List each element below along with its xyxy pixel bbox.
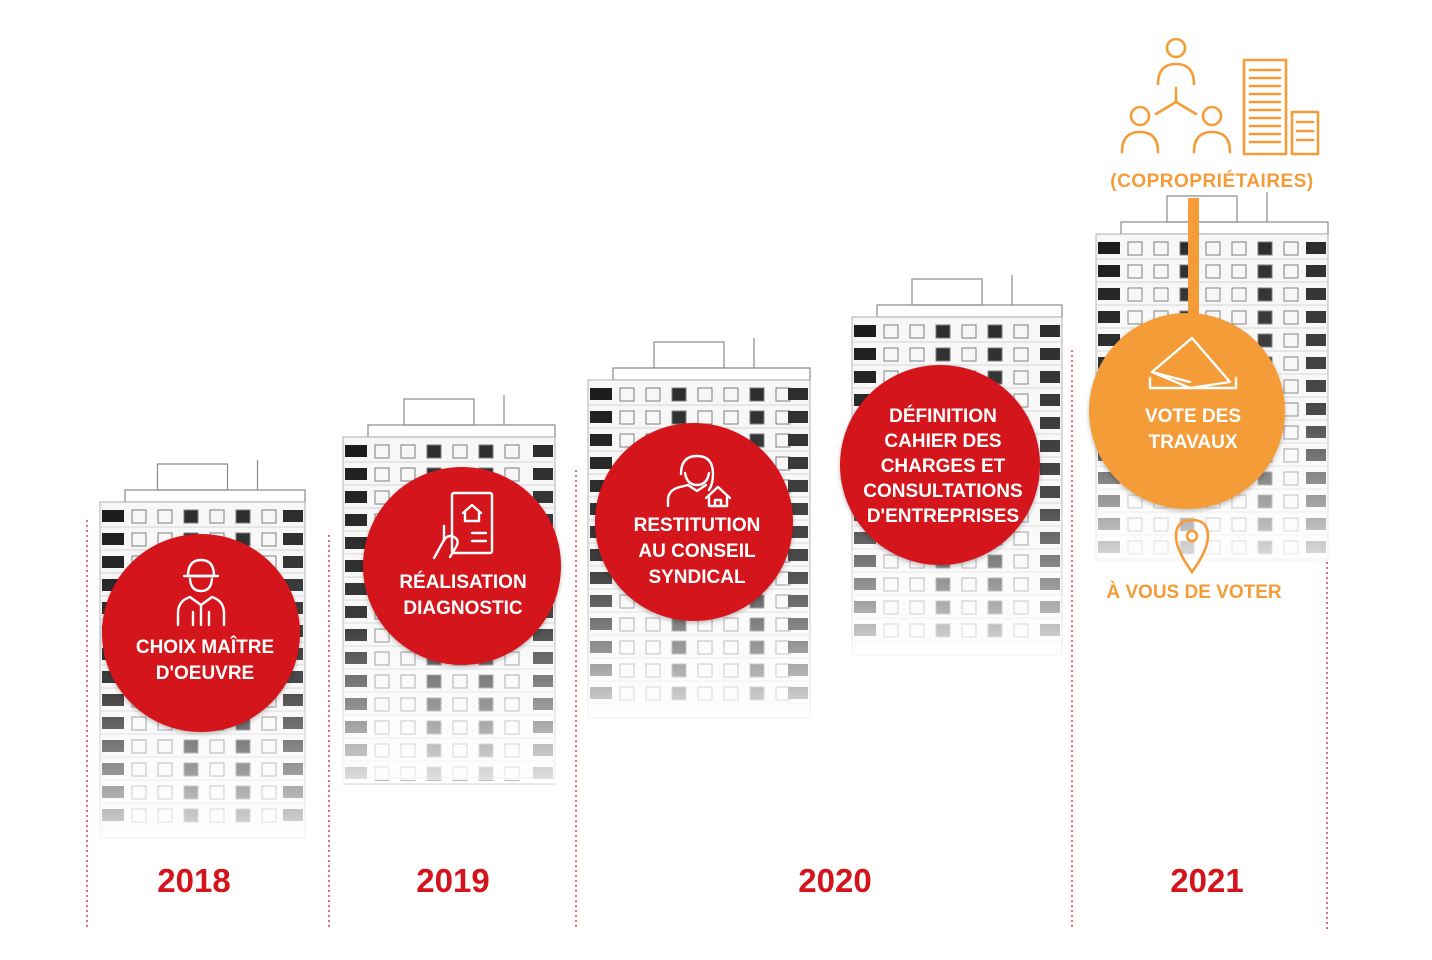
building-roof — [653, 341, 725, 369]
coproprietaires-people-buildings-icon — [1120, 37, 1320, 156]
building-roof — [156, 463, 229, 491]
step-label-line: CHOIX MAÎTRE — [136, 636, 274, 658]
year-label: 2019 — [416, 862, 489, 899]
building-top-band — [612, 367, 811, 381]
step-label-line: D'OEUVRE — [156, 663, 254, 684]
step-realisation-diagnostic: RÉALISATION DIAGNOSTIC — [363, 467, 561, 665]
building-top-band — [876, 304, 1063, 318]
step-circle — [102, 534, 300, 732]
step-circle — [595, 423, 793, 621]
step-definition-cahier-charges: DÉFINITION CAHIER DES CHARGES ET CONSULT… — [840, 365, 1040, 565]
step-circle — [1089, 313, 1285, 509]
year-label: 2018 — [157, 862, 230, 899]
building-top-band — [124, 489, 306, 503]
building-top-band — [367, 424, 556, 438]
step-choix-maitre-oeuvre: CHOIX MAÎTRE D'OEUVRE — [102, 534, 300, 732]
step-label-line: AU CONSEIL — [638, 541, 756, 562]
step-label-line: VOTE DES — [1145, 406, 1241, 427]
building-roof — [1166, 195, 1238, 223]
step-label-line: SYNDICAL — [648, 567, 746, 588]
step-vote-des-travaux: VOTE DES TRAVAUX — [1089, 313, 1285, 509]
ballot-envelope-icon — [1148, 336, 1238, 390]
woman-house-icon — [666, 454, 732, 508]
year-label: 2020 — [798, 862, 871, 899]
building-roof — [911, 278, 983, 306]
building-top-band — [1120, 221, 1329, 235]
step-label-line: CAHIER DES — [884, 431, 1001, 452]
worker-helmet-icon — [176, 558, 226, 627]
location-pin-icon — [1174, 518, 1210, 575]
step-label-line: CHARGES ET — [881, 456, 1006, 477]
vote-connector-line — [1188, 198, 1199, 328]
year-label: 2021 — [1170, 862, 1243, 899]
step-label-line: TRAVAUX — [1148, 432, 1237, 453]
step-circle — [363, 467, 561, 665]
coproprietaires-label: (COPROPRIÉTAIRES) — [1110, 170, 1313, 192]
cta-label: À VOUS DE VOTER — [1106, 581, 1282, 603]
step-restitution-conseil-syndical: RESTITUTION AU CONSEIL SYNDICAL — [595, 423, 793, 621]
step-circle — [840, 365, 1040, 565]
step-label-line: DÉFINITION — [889, 405, 997, 427]
separators — [86, 272, 1328, 930]
step-label-line: DIAGNOSTIC — [403, 598, 523, 619]
building-roof — [403, 398, 475, 426]
tablet-house-hand-icon — [432, 491, 494, 560]
step-label-line: CONSULTATIONS — [863, 481, 1022, 502]
step-label-line: RESTITUTION — [634, 515, 761, 536]
step-label-line: D'ENTREPRISES — [867, 506, 1019, 527]
step-label-line: RÉALISATION — [399, 571, 526, 593]
